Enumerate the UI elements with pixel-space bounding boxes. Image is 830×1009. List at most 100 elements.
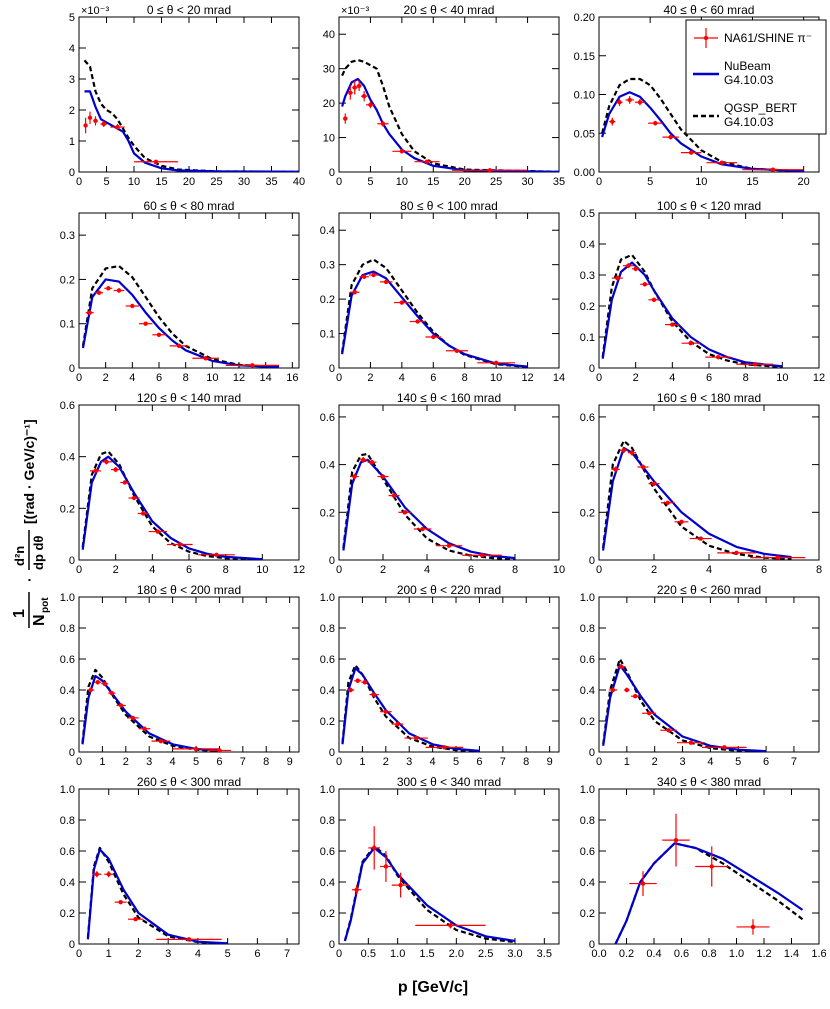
- x-tick-label: 10: [695, 176, 707, 188]
- data-point: [354, 887, 359, 892]
- x-tick-label: 9: [287, 756, 293, 768]
- y-tick-label: 0.4: [60, 877, 75, 889]
- panel-title: 340 ≤ θ < 380 mrad: [657, 775, 761, 789]
- data-point: [133, 917, 138, 922]
- y-label-prefix-den-sub: pot: [40, 597, 51, 613]
- x-tick-label: 0: [76, 564, 82, 576]
- y-tick-label: 0: [329, 747, 335, 759]
- data-point: [640, 881, 646, 886]
- x-tick-label: 8: [523, 756, 529, 768]
- y-tick-label: 0: [69, 939, 75, 951]
- y-tick-label: 2: [69, 105, 75, 117]
- y-tick-label: 20: [323, 98, 335, 110]
- x-tick-label: 3: [146, 756, 152, 768]
- data-point: [670, 322, 675, 327]
- x-tick-label: 0.5: [361, 948, 376, 960]
- plot-area: [81, 668, 232, 752]
- x-tick-label: 5: [647, 176, 653, 188]
- x-tick-label: 6: [706, 372, 712, 384]
- y-tick-label: 0: [589, 939, 595, 951]
- x-tick-label: 1.5: [419, 948, 434, 960]
- y-tick-label: 0.2: [320, 294, 335, 306]
- y-tick-label: 0.4: [580, 685, 595, 697]
- data-point: [383, 279, 389, 285]
- panel-10: 180 ≤ θ < 200 mrad 0 1 2 3 4 5 6 7 8 9 0 0.2 0.4 0.6 0.…: [60, 583, 300, 768]
- x-tick-label: 0: [76, 372, 82, 384]
- legend-label-qgsp-version: G4.10.03: [724, 115, 774, 129]
- data-point: [673, 837, 679, 843]
- data-point: [402, 510, 408, 515]
- x-tick-label: 0: [596, 564, 602, 576]
- y-tick-label: 0.8: [320, 623, 335, 635]
- x-tick-label: 1: [624, 756, 630, 768]
- panel-3: 40 ≤ θ < 60 mrad 0 5 10 15 20 0.00 0.05 0.10 0.15…: [574, 3, 820, 188]
- data-point: [355, 678, 360, 683]
- data-point: [679, 519, 684, 525]
- x-tick-label: 35: [553, 176, 565, 188]
- panel-frame: [338, 16, 560, 173]
- y-tick-label: 0.4: [580, 877, 595, 889]
- x-tick-label: 5: [193, 756, 199, 768]
- x-tick-label: 8: [223, 564, 229, 576]
- y-tick-label: 0.2: [580, 507, 595, 519]
- x-tick-label: 8: [743, 372, 749, 384]
- panel-frame: [338, 788, 560, 945]
- y-tick-label: 1.0: [580, 784, 595, 796]
- x-tick-label: 2: [123, 756, 129, 768]
- data-point: [454, 348, 460, 353]
- x-tick-label: 0: [336, 564, 342, 576]
- nubeam-curve: [341, 77, 559, 172]
- x-tick-label: 14: [553, 372, 565, 384]
- data-point: [122, 480, 128, 485]
- x-tick-label: 8: [462, 372, 468, 384]
- qgsp-curve: [81, 450, 263, 560]
- data-point: [352, 474, 357, 479]
- data-point: [391, 493, 397, 498]
- y-tick-label: 4: [69, 43, 75, 55]
- x-tick-label: 6: [468, 564, 474, 576]
- x-tick-label: 1: [99, 756, 105, 768]
- data-point: [633, 266, 638, 271]
- y-tick-label: 0: [69, 747, 75, 759]
- data-point: [399, 149, 405, 154]
- legend-entry-na61: NA61/SHINE π⁻: [694, 28, 812, 48]
- legend-entry-nubeam: NuBeam G4.10.03: [693, 59, 774, 87]
- x-tick-label: 6: [186, 564, 192, 576]
- x-tick-label: 4: [195, 948, 201, 960]
- nubeam-curve: [601, 261, 783, 368]
- y-tick-label: 0.3: [60, 230, 75, 242]
- x-tick-label: 4: [669, 372, 675, 384]
- y-tick-label: 0.2: [320, 908, 335, 920]
- data-point: [186, 937, 192, 942]
- x-tick-label: 5: [735, 756, 741, 768]
- qgsp-curve: [601, 253, 783, 368]
- panel-title: 300 ≤ θ < 340 mrad: [397, 775, 501, 789]
- data-point: [398, 882, 403, 888]
- x-tick-label: 2: [367, 372, 373, 384]
- data-point: [395, 721, 400, 727]
- data-point: [615, 275, 620, 281]
- data-point: [217, 748, 222, 752]
- y-tick-label: 1.0: [320, 784, 335, 796]
- data-point: [442, 745, 447, 750]
- data-point: [719, 160, 724, 165]
- y-tick-label: 0.5: [580, 208, 595, 220]
- y-tick-label: 0.8: [60, 623, 75, 635]
- panel-title: 80 ≤ θ < 100 mrad: [400, 199, 498, 213]
- panel-7: 120 ≤ θ < 140 mrad 0 2 4 6 8 10 12 0 0.2 0.4 0.6: [60, 391, 305, 576]
- x-tick-label: 4: [129, 372, 135, 384]
- y-tick-label: 0: [589, 747, 595, 759]
- panel-5: 80 ≤ θ < 100 mrad 0 2 4 6 8 10 12 14 0 0.1 0.2 0.3 0.…: [320, 199, 565, 384]
- data-point: [431, 334, 436, 340]
- legend-label-qgsp: QGSP_BERT: [724, 101, 798, 115]
- x-tick-label: 8: [183, 372, 189, 384]
- data-point: [153, 159, 159, 164]
- panel-13: 260 ≤ θ < 300 mrad 0 1 2 3 4 5 6 7 0 0.2 0.4 0.6 0.8 1…: [60, 775, 300, 960]
- y-multiplier: ×10⁻³: [81, 5, 109, 17]
- x-tick-label: 2: [651, 564, 657, 576]
- y-tick-label: 0.6: [320, 654, 335, 666]
- x-tick-label: 7: [284, 948, 290, 960]
- data-point: [380, 121, 386, 126]
- x-tick-label: 4: [707, 756, 713, 768]
